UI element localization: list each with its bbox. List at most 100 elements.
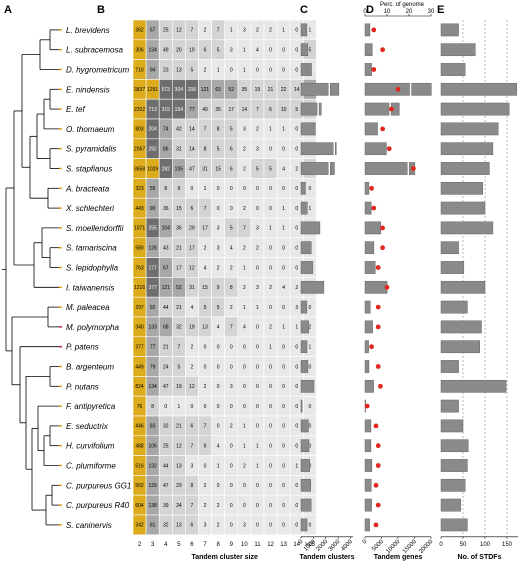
heatmap-cell-value: 2	[256, 246, 259, 252]
heatmap-cell-value: 0	[269, 444, 272, 450]
heatmap-cell-value: 13	[202, 325, 208, 331]
heatmap-cell-value: 0	[230, 523, 233, 529]
panel-label-d: D	[366, 4, 374, 16]
tandem-cluster-bar	[300, 399, 303, 413]
species-label: P. patens	[66, 343, 99, 352]
heatmap-cell-value: 77	[189, 107, 195, 113]
heatmap-cell-value: 0	[230, 67, 233, 73]
heatmap-cell-value: 2	[230, 424, 233, 430]
heatmap-cell-value: 4	[217, 444, 220, 450]
heatmap-cell-value: 0	[295, 186, 298, 192]
heatmap-cell-value: 0	[295, 384, 298, 390]
heatmap-cell-value: 0	[230, 483, 233, 489]
heatmap-cell-value: 22	[281, 87, 287, 93]
stdf-bar	[440, 459, 468, 472]
tandem-cluster-bar	[300, 300, 308, 314]
heatmap-cell-value: 19	[255, 87, 261, 93]
heatmap-cell-value: 3658	[134, 166, 145, 172]
heatmap-cell-value: 3	[243, 127, 246, 133]
heatmap-cell-value: 1	[282, 206, 285, 212]
genome-percent-dot	[411, 166, 416, 171]
heatmap-cell-value: 133	[148, 325, 157, 331]
heatmap-cell-value: 8	[191, 483, 194, 489]
heatmap-cell-value: 2	[204, 503, 207, 509]
heatmap-cell-value: 0	[243, 345, 246, 351]
stdf-bar	[440, 241, 459, 255]
heatmap-cell-value: 129	[148, 483, 157, 489]
heatmap-cell-value: 21	[176, 246, 182, 252]
tandem-genes-bar	[364, 439, 372, 453]
heatmap-cell-value: 1216	[134, 285, 145, 291]
species-label: B. argenteum	[66, 363, 114, 372]
tandem-genes-extra-bar	[411, 82, 432, 96]
heatmap-cell-value: 0	[269, 404, 272, 410]
heatmap-cell-value: 0	[295, 364, 298, 370]
heatmap-cell-value: 121	[201, 87, 210, 93]
heatmap-cell-value: 306	[135, 48, 144, 54]
heatmap-cell-value: 0	[230, 364, 233, 370]
panel-label-e: E	[437, 4, 444, 16]
heatmap-cell-value: 449	[135, 364, 144, 370]
heatmap-cell-value: 0	[269, 483, 272, 489]
tandem-genes-bar	[364, 221, 382, 235]
heatmap-cell-value: 52	[176, 285, 182, 291]
heatmap-cell-value: 21	[176, 305, 182, 311]
stdf-bar	[440, 181, 483, 195]
genes-tick-label: 15000	[402, 539, 419, 556]
heatmap-cell-value: 92	[150, 305, 156, 311]
heatmap-cell-value: 0	[243, 186, 246, 192]
heatmap-cell-value: 0	[256, 384, 259, 390]
heatmap-cell-value: 0	[230, 206, 233, 212]
species-label: S. stapfianus	[66, 165, 112, 174]
species-label: A. bracteata	[65, 184, 110, 193]
heatmap-cell-value: 5	[295, 107, 298, 113]
heatmap-cell-value: 2	[191, 364, 194, 370]
tandem-cluster-bar	[300, 439, 310, 453]
heatmap-cell-value: 0	[230, 444, 233, 450]
heatmap-cell-value: 3	[204, 523, 207, 529]
heatmap-cell-value: 5	[256, 166, 259, 172]
genome-percent-dot	[378, 383, 383, 389]
heatmap-cell-value: 121	[162, 285, 171, 291]
heatmap-cell-value: 77	[150, 345, 156, 351]
heatmap-cell-value: 0	[282, 483, 285, 489]
heatmap-cell-value: 47	[163, 483, 169, 489]
heatmap-cell-value: 8	[217, 127, 220, 133]
heatmap-cell-value: 17	[202, 226, 208, 232]
heatmap-column-label: 3	[151, 542, 155, 548]
heatmap-cell-value: 6	[204, 48, 207, 54]
heatmap-cell-value: 2	[204, 384, 207, 390]
species-label: S. pyramidalis	[66, 145, 116, 154]
heatmap-cell-value: 0	[230, 186, 233, 192]
heatmap-cell-value: 0	[269, 503, 272, 509]
panel-label-a: A	[4, 4, 12, 16]
heatmap-cell-value: 7	[243, 226, 246, 232]
heatmap-cell-value: 0	[243, 364, 246, 370]
stdf-tick-label: 0	[439, 542, 443, 548]
tandem-genes-bar	[364, 122, 378, 136]
heatmap-cell-value: 2	[295, 285, 298, 291]
heatmap-cell-value: 1	[243, 305, 246, 311]
heatmap-cell-value: 3	[243, 28, 246, 34]
tandem-cluster-bar	[300, 241, 312, 255]
heatmap-cell-value: 0	[256, 67, 259, 73]
tandem-genes-bar	[364, 340, 369, 354]
heatmap-x-axis-title: Tandem cluster size	[191, 554, 258, 561]
genome-percent-dot	[375, 304, 381, 310]
heatmap-cell-value: 14	[189, 147, 195, 153]
tandem-genes-bar	[364, 320, 373, 334]
heatmap-cell-value: 15	[202, 285, 208, 291]
heatmap-cell-value: 2	[217, 523, 220, 529]
heatmap-cell-value: 0	[230, 345, 233, 351]
heatmap-cell-value: 6	[191, 523, 194, 529]
heatmap-cell-value: 0	[230, 503, 233, 509]
heatmap-cell-value: 36	[176, 226, 182, 232]
heatmap-cell-value: 282	[162, 166, 171, 172]
heatmap-cell-value: 1	[243, 265, 246, 271]
genome-percent-dot	[373, 423, 379, 429]
heatmap-cell-value: 32	[163, 523, 169, 529]
heatmap-cell-value: 0	[256, 265, 259, 271]
heatmap-cell-value: 24	[176, 503, 182, 509]
heatmap-cell-value: 0	[243, 404, 246, 410]
